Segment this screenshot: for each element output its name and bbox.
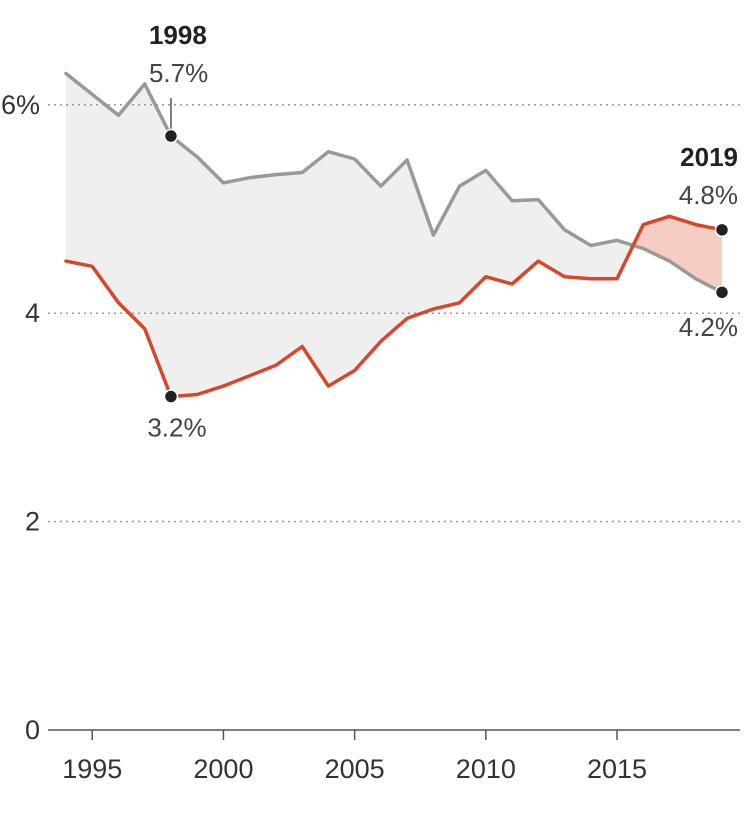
data-point-2019-red: [714, 222, 730, 238]
area-fill-gray-above: [66, 73, 634, 397]
y-tick-label: 0: [25, 715, 40, 745]
data-point-2019-gray: [714, 285, 730, 300]
y-axis-labels: 0 2 4 6%: [1, 90, 40, 745]
annotations: 1998 5.7% 3.2% 2019 4.8% 4.2%: [147, 20, 738, 443]
x-axis: [48, 729, 740, 740]
annotation-year-2019: 2019: [680, 142, 738, 172]
x-tick-label: 1995: [62, 754, 122, 784]
data-point-1998-gray: [163, 128, 179, 144]
y-tick-label: 4: [25, 298, 40, 328]
area-fills: [66, 73, 722, 397]
y-tick-label: 6%: [1, 90, 40, 120]
gridlines: [48, 104, 740, 523]
annotation-value-2019-red: 4.8%: [679, 180, 738, 210]
x-axis-labels: 1995 2000 2005 2010 2015: [62, 754, 647, 784]
y-tick-label: 2: [25, 507, 40, 537]
data-point-1998-red: [163, 389, 179, 404]
x-tick-label: 2015: [587, 754, 647, 784]
x-tick-label: 2000: [193, 754, 253, 784]
x-tick-label: 2005: [325, 754, 385, 784]
annotation-value-1998-gray: 5.7%: [149, 58, 208, 88]
annotation-value-2019-gray: 4.2%: [679, 312, 738, 342]
x-tick-label: 2010: [456, 754, 516, 784]
annotation-year-1998: 1998: [149, 20, 207, 50]
annotation-value-1998-red: 3.2%: [147, 413, 206, 443]
area-fill-red-above: [633, 216, 722, 293]
